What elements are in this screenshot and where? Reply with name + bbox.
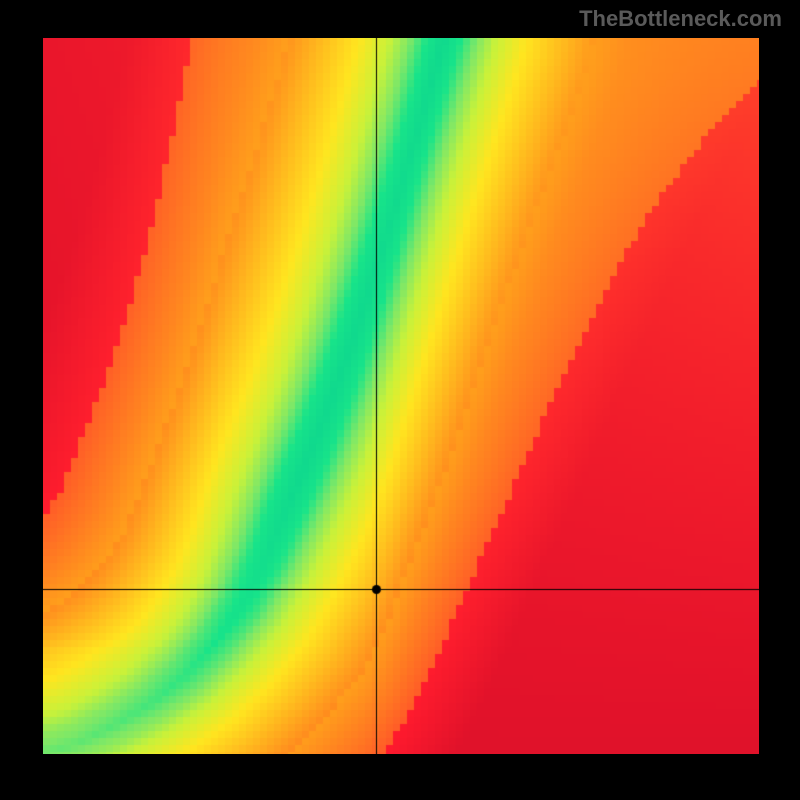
chart-container: { "attribution": { "text": "TheBottlenec… xyxy=(0,0,800,800)
bottleneck-heatmap xyxy=(43,38,759,754)
attribution-watermark: TheBottleneck.com xyxy=(579,6,782,32)
